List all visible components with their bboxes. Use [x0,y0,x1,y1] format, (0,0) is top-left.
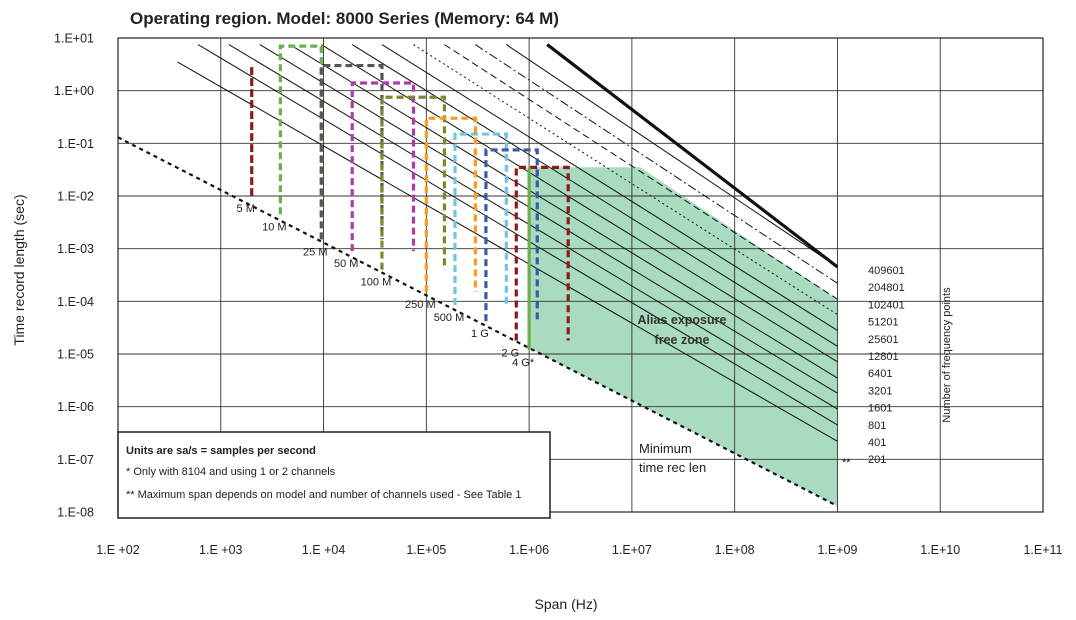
frequency-line-409601 [506,44,838,268]
alias-zone-layer [529,167,838,507]
sample-rate-label: 5 M [237,203,255,215]
y-tick-label: 1.E-07 [57,453,94,467]
y-axis-label: Time record length (sec) [11,194,27,345]
frequency-line-12801 [351,44,838,347]
sample-rate-box-25m [319,63,384,240]
sample-rate-label: 25 M [303,246,327,258]
frequency-point-label: 12801 [868,351,899,363]
sample-rate-box-250m [424,116,477,293]
legend-box-frame [117,431,551,519]
frequency-point-label: 409601 [868,265,905,277]
x-tick-label: 1.E+11 [1023,543,1062,557]
y-tick-label: 1.E-05 [57,348,94,362]
plot-frame [117,37,1044,513]
y-tick-label: 1.E+00 [54,84,94,98]
double-star-marker: ** [842,457,851,469]
sample-rate-label: 50 M [334,258,358,270]
sample-rate-box-500m [453,132,508,306]
y-tick-label: 1.E-04 [57,295,94,309]
sample-rate-label: 250 M [405,299,436,311]
x-tick-label: 1.E+08 [715,543,755,557]
frequency-line-1601 [259,44,838,394]
min-time-line [117,136,838,507]
frequency-point-label: 1601 [868,403,892,415]
sample-rate-label: 100 M [361,277,392,289]
sample-rate-box-50m [350,81,416,252]
x-axis-label: Span (Hz) [534,596,597,612]
frequency-point-label: 204801 [868,282,905,294]
legend-box-title: Units are sa/s = samples per second [126,445,316,457]
frequency-point-label: 102401 [868,299,905,311]
y-tick-label: 1.E-08 [57,506,94,520]
y-tick-label: 1.E-03 [57,242,94,256]
frequency-line-25601 [381,44,838,331]
sample-rate-label: 2 G [501,348,519,360]
alias-zone-label-line1: Alias exposure [638,313,727,327]
min-time-annotation-line2: time rec len [639,460,706,475]
x-tick-label: 1.E+10 [920,543,960,557]
sample-rate-label: 500 M [434,312,465,324]
x-tick-label: 1.E +04 [302,543,345,557]
chart-title: Operating region. Model: 8000 Series (Me… [130,9,559,28]
frequency-point-label: 51201 [868,317,899,329]
sample-rate-label: 4 G* [512,357,535,369]
frequency-lines-layer [117,43,839,507]
sample-rate-box-100m [380,95,447,270]
frequency-line-201 [177,61,838,442]
sample-rate-label: 1 G [471,328,489,340]
x-tick-label: 1.E +02 [96,543,139,557]
frequency-line-6401 [321,44,838,363]
legend-box-note-2: ** Maximum span depends on model and num… [126,489,521,501]
frequency-line-204801 [475,44,838,284]
y-tick-label: 1.E-06 [57,400,94,414]
x-tick-label: 1.E+06 [509,543,549,557]
sample-rate-boxes-layer [250,44,570,350]
frequency-point-label: 401 [868,437,886,449]
sample-rate-box-2g [514,165,570,341]
sample-rate-label: 10 M [262,221,286,233]
y-tick-label: 1.E-01 [57,137,94,151]
frequency-point-label: 3201 [868,385,892,397]
x-tick-label: 1.E+09 [817,543,857,557]
max-time-line [546,43,839,269]
labels-layer: 1.E +02 1.E +03 1.E +04 1.E+05 1.E+06 1.E+07 1… [54,32,1063,558]
x-tick-label: 1.E +03 [199,543,242,557]
x-tick-label: 1.E+05 [406,543,446,557]
frequency-line-102401 [444,44,838,300]
y-tick-label: 1.E-02 [57,190,94,204]
min-time-annotation-line1: Minimum [639,441,692,456]
y-tick-label: 1.E+01 [54,32,94,46]
legend-box: Units are sa/s = samples per second * On… [117,431,551,519]
frequency-point-label: 201 [868,454,886,466]
frequency-line-801 [228,44,838,410]
frequency-line-51201 [413,44,838,316]
alias-zone-label-line2: free zone [655,333,710,347]
frequency-points-axis-label: Number of frequency points [941,287,953,423]
legend-box-note-1: * Only with 8104 and using 1 or 2 channe… [126,466,336,478]
sample-rate-box-10m [278,44,323,215]
x-tick-label: 1.E+07 [612,543,652,557]
frequency-point-label: 25601 [868,334,899,346]
frequency-point-label: 6401 [868,368,892,380]
alias-zone-area [529,167,838,507]
sample-rate-box-1g [484,148,539,322]
frequency-point-label: 801 [868,420,886,432]
